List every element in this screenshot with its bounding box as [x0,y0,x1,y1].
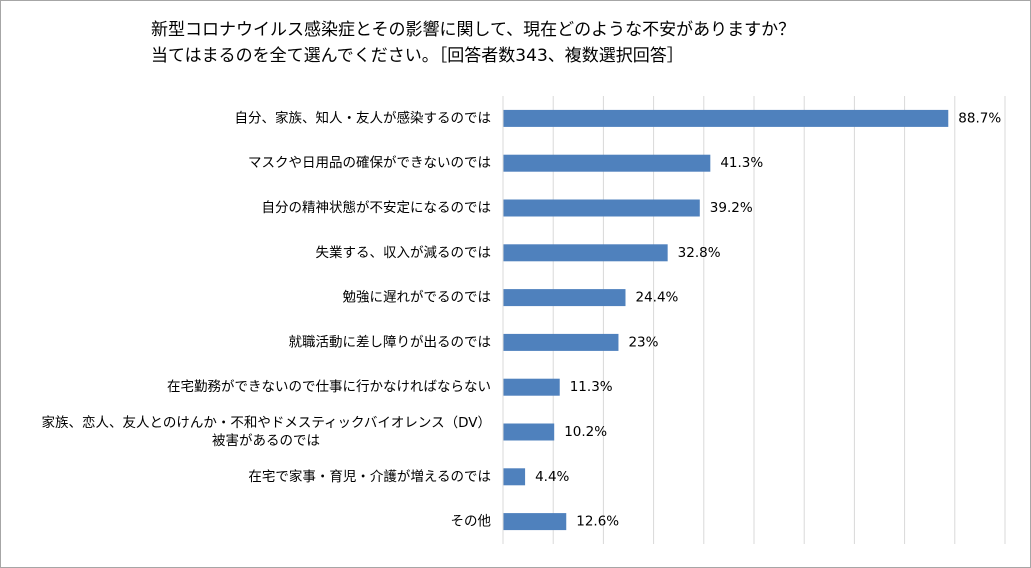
chart-title-line-1: 新型コロナウイルス感染症とその影響に関して、現在どのような不安がありますか？ [151,20,796,40]
category-label: 勉強に遅れがでるのでは [343,290,492,306]
value-label: 41.3% [720,155,763,171]
value-label: 24.4% [635,290,678,306]
value-label: 39.2% [710,200,753,216]
chart-title-line-2: 当てはまるのを全て選んでください。［回答者数343、複数選択回答］ [151,46,684,66]
value-label: 23% [628,334,658,350]
bar [503,244,668,262]
category-label: マスクや日用品の確保ができないのでは [248,155,491,171]
value-label: 11.3% [570,379,613,395]
bar [503,333,619,351]
bar [503,289,626,307]
category-label: 自分、家族、知人・友人が感染するのでは [235,109,492,126]
category-label: 就職活動に差し障りが出るのでは [289,334,492,350]
value-label: 32.8% [678,245,721,261]
value-label: 12.6% [576,514,619,530]
value-labels: 88.7% 41.3% 39.2% 32.8% 24.4% 23% 11.3% 10.2% 4.… [535,110,1001,529]
bar [503,109,949,127]
bar [503,378,560,396]
bar [503,199,700,217]
bar [503,513,567,531]
bar [503,423,555,441]
category-label: 在宅で家事・育児・介護が増えるのでは [248,468,491,485]
chart-title: 新型コロナウイルス感染症とその影響に関して、現在どのような不安がありますか？ 当… [151,17,795,69]
category-label: その他 [451,514,492,530]
value-label: 10.2% [564,424,607,440]
value-label: 4.4% [535,469,569,485]
category-label: 失業する、収入が減るのでは [316,244,492,261]
category-label: 自分の精神状態が不安定になるのでは [262,200,492,216]
category-label: 家族、恋人、友人とのけんか・不和やドメスティックバイオレンス（DV）被害があるの… [41,414,491,449]
bars [503,109,949,531]
bar [503,468,526,486]
category-labels: 自分、家族、知人・友人が感染するのではマスクや日用品の確保ができないのでは自分の… [41,109,491,529]
category-label: 在宅勤務ができないので仕事に行かなければならない [167,379,491,395]
value-label: 88.7% [958,110,1001,126]
bar [503,154,711,172]
